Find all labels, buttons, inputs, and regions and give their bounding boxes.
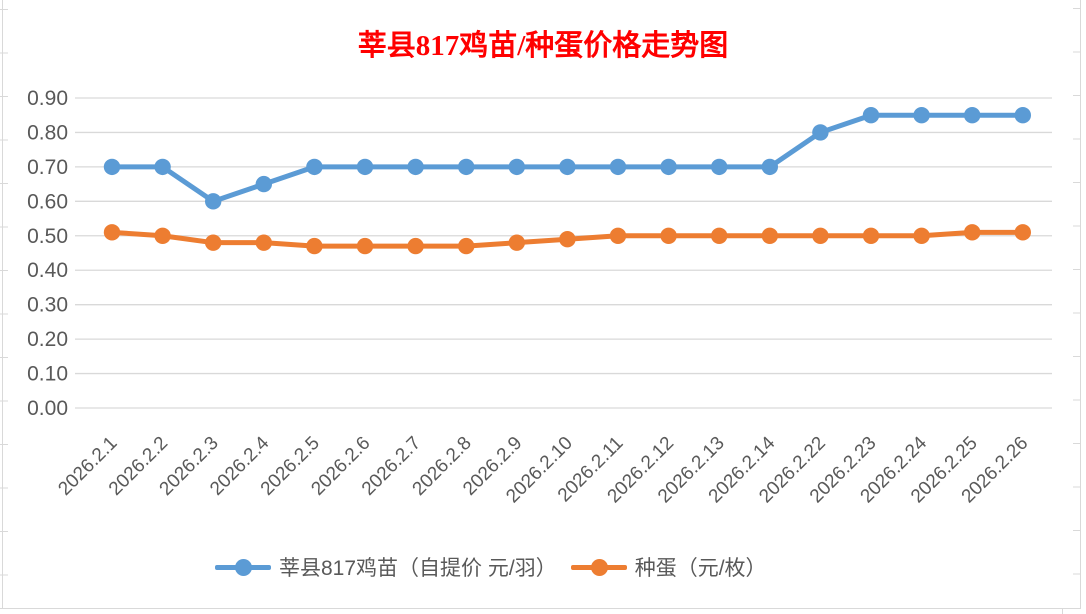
legend-label-eggs: 种蛋（元/枚） [634, 557, 767, 580]
y-axis-label: 0.80 [27, 121, 68, 144]
data-point-marker [458, 237, 475, 255]
data-point-marker [407, 237, 424, 255]
y-axis-label: 0.40 [27, 259, 68, 282]
data-point-marker [255, 234, 272, 251]
data-point-marker [559, 231, 576, 248]
y-axis-label: 0.20 [27, 328, 68, 351]
data-point-marker [913, 227, 930, 244]
series-line-chicken [109, 112, 1026, 204]
data-point-marker [711, 158, 728, 176]
y-axis-label: 0.00 [27, 397, 68, 420]
data-point-marker [306, 237, 323, 255]
data-point-marker [862, 227, 880, 244]
data-point-marker [609, 158, 627, 176]
chart-legend: 莘县817鸡苗（自提价 元/羽） 种蛋（元/枚） [215, 551, 767, 583]
data-point-marker [154, 227, 171, 244]
data-point-marker [812, 124, 829, 141]
data-point-marker [812, 227, 829, 244]
spreadsheet-row-ticks-right [1073, 0, 1081, 609]
data-point-marker [356, 158, 374, 176]
data-point-marker [660, 227, 677, 244]
data-point-marker [205, 193, 222, 210]
data-point-marker [356, 237, 374, 255]
y-axis-label: 0.60 [27, 190, 68, 213]
data-point-marker [913, 107, 930, 124]
data-point-marker [407, 158, 424, 176]
legend-marker-eggs-icon [570, 558, 627, 576]
data-point-marker [1014, 224, 1031, 241]
legend-dot-swatch [235, 558, 252, 576]
spreadsheet-column-tick-bottom [1062, 608, 1063, 614]
data-point-marker [964, 224, 981, 241]
data-point-marker [458, 158, 475, 176]
legend-item-chicken: 莘县817鸡苗（自提价 元/羽） [215, 552, 557, 582]
data-point-marker [205, 234, 222, 251]
data-point-marker [964, 107, 981, 124]
spreadsheet-border-bottom [0, 608, 1081, 609]
legend-dot-swatch [590, 558, 608, 576]
data-point-marker [559, 158, 576, 176]
data-point-marker [255, 175, 272, 193]
legend-item-eggs: 种蛋（元/枚） [570, 552, 767, 582]
data-point-marker [609, 227, 627, 244]
data-point-marker [761, 227, 778, 244]
legend-marker-chicken-icon [215, 558, 271, 576]
spreadsheet-row-ticks-left [0, 0, 8, 609]
data-point-marker [660, 158, 677, 176]
y-axis-label: 0.10 [27, 363, 68, 386]
data-point-marker [508, 158, 525, 176]
data-point-marker [862, 107, 880, 124]
data-point-marker [508, 234, 525, 251]
data-point-marker [711, 227, 728, 244]
data-point-marker [1014, 107, 1031, 124]
y-axis-label: 0.50 [27, 225, 68, 248]
y-axis-label: 0.70 [27, 156, 68, 179]
data-point-marker [761, 158, 778, 176]
chart-title: 莘县817鸡苗/种蛋价格走势图 [357, 30, 729, 62]
data-point-marker [154, 158, 171, 176]
y-axis-label: 0.90 [27, 87, 68, 110]
legend-label-chicken: 莘县817鸡苗（自提价 元/羽） [279, 557, 557, 580]
data-point-marker [103, 224, 121, 241]
data-point-marker [306, 158, 323, 176]
data-point-marker [103, 158, 121, 176]
y-axis-label: 0.30 [27, 294, 68, 317]
